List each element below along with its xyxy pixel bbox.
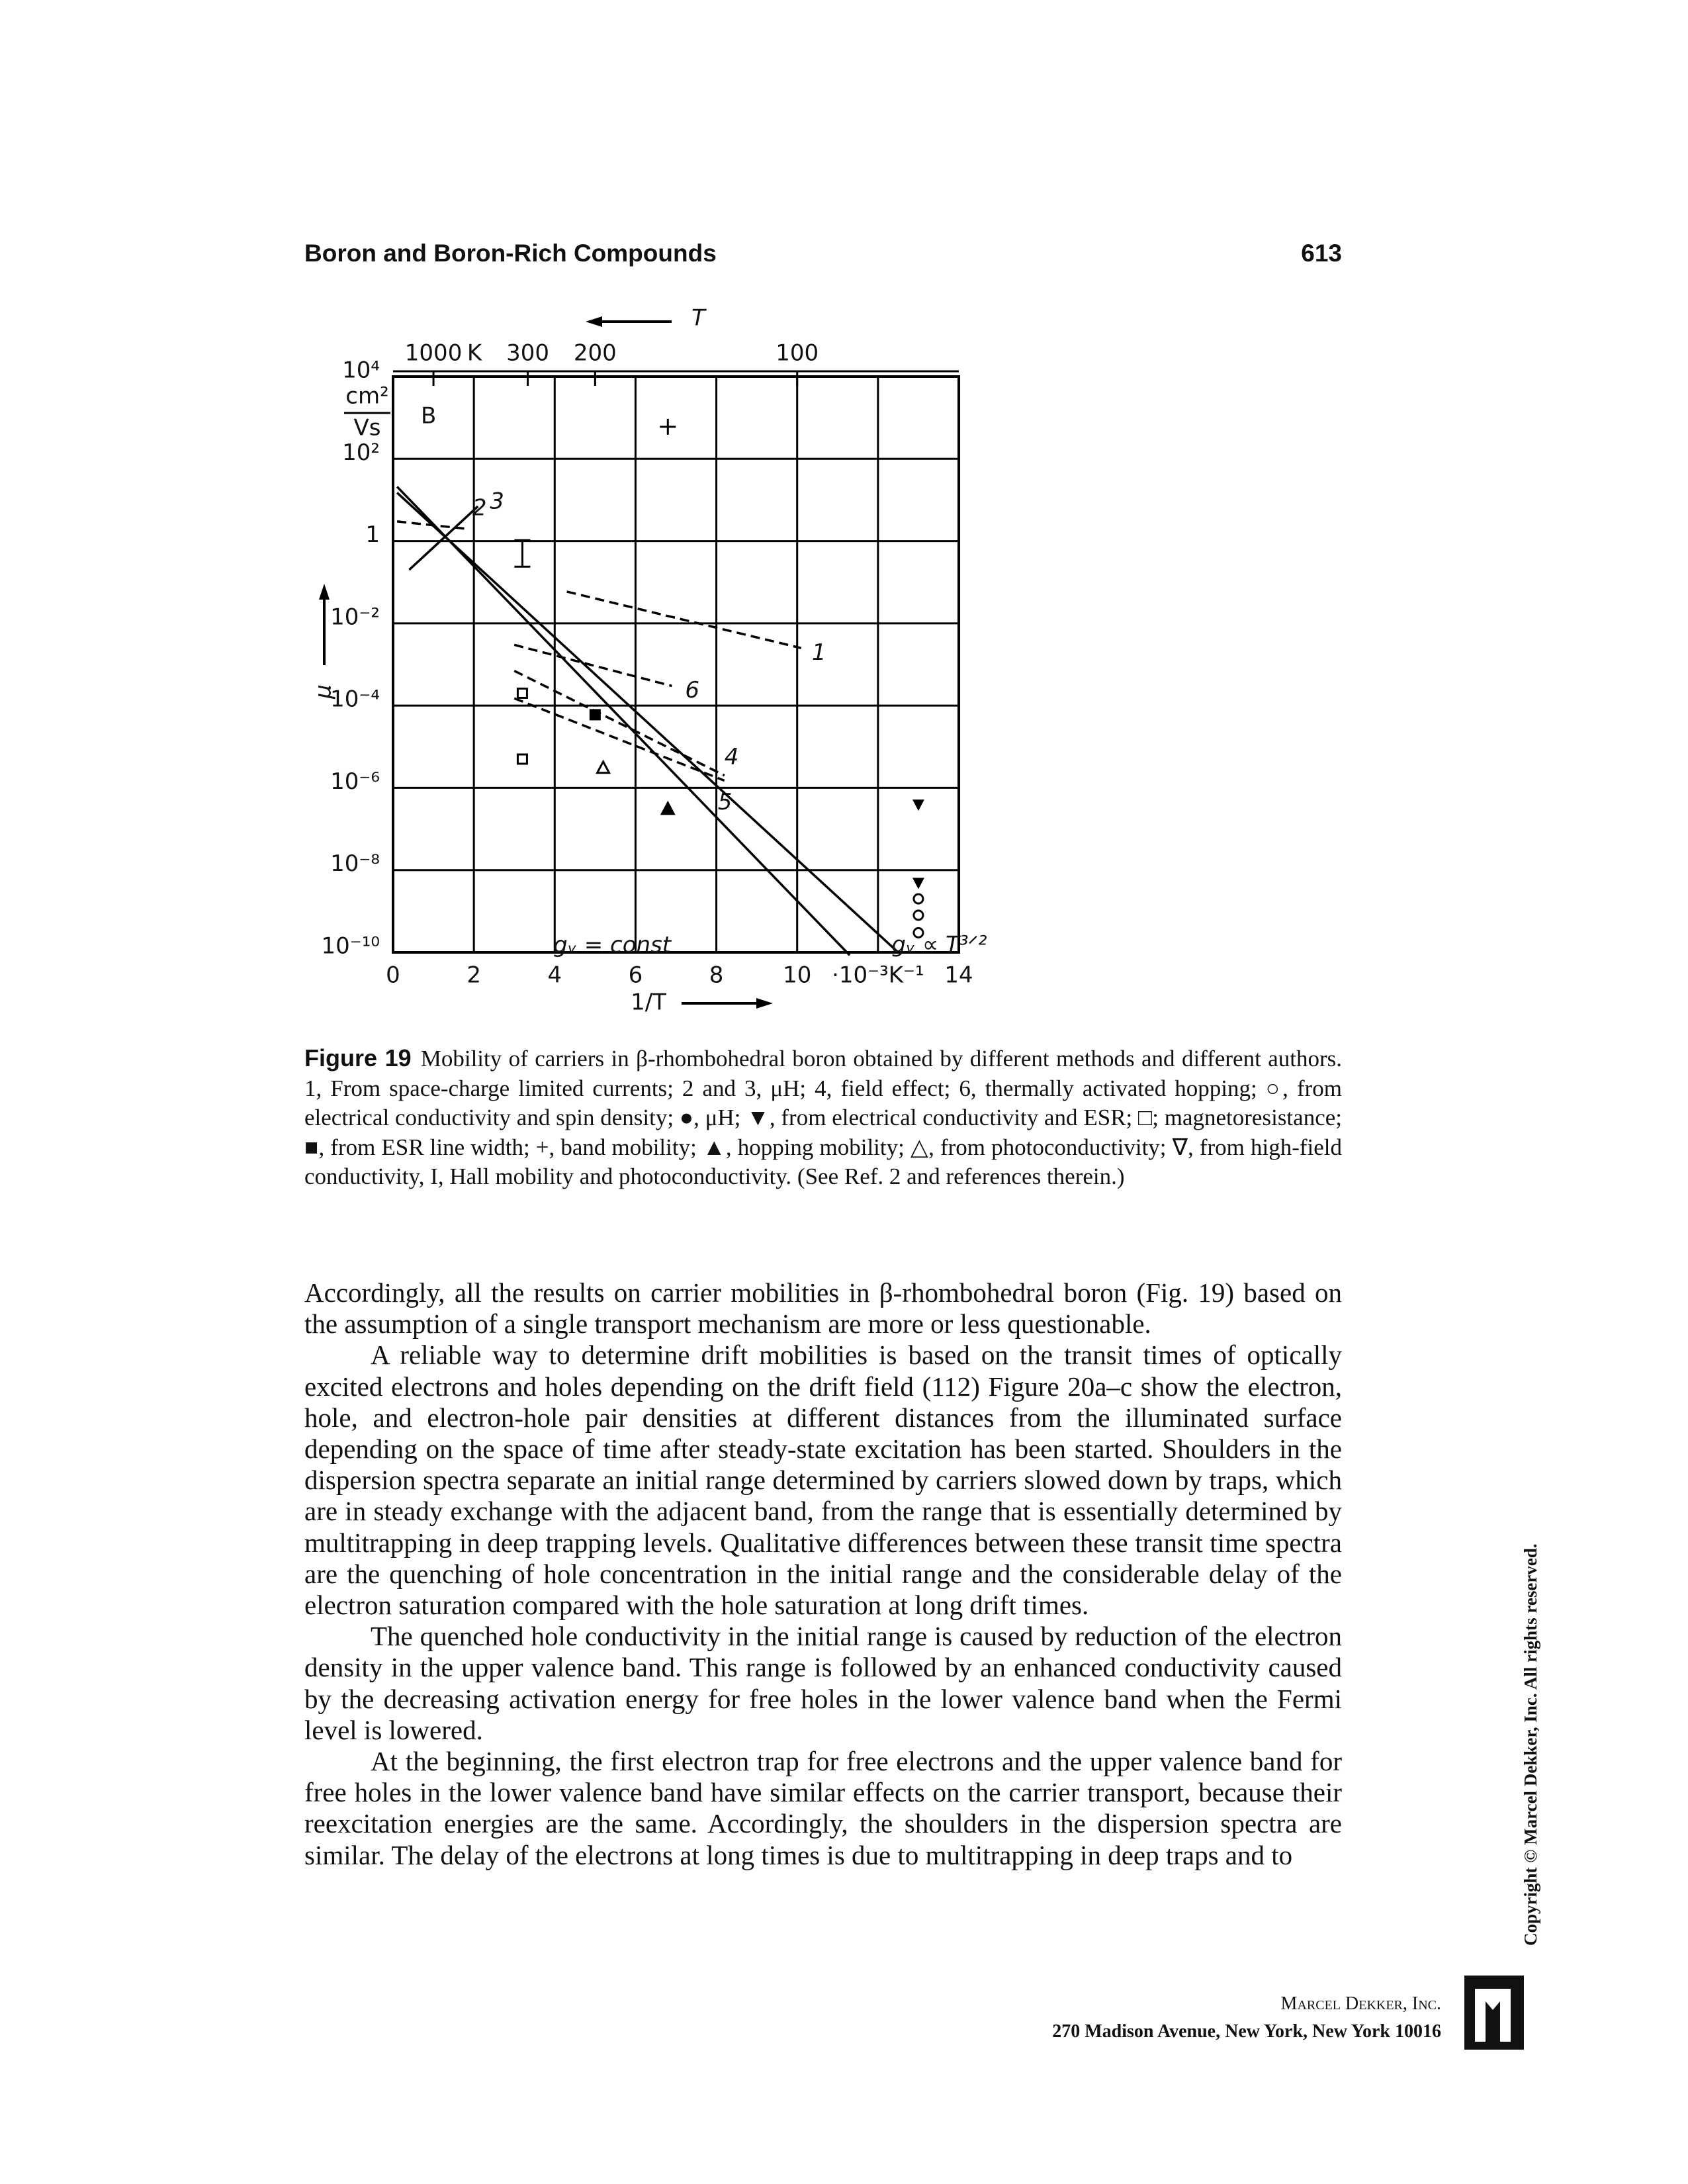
- arrow-head: [756, 998, 773, 1009]
- data-line: [513, 697, 725, 782]
- y-tick-label: 1: [365, 522, 380, 548]
- top-tick-label: 100: [776, 340, 819, 367]
- marker: [912, 909, 924, 921]
- x-tick-label: 8: [709, 962, 724, 989]
- marker: [660, 418, 676, 435]
- marker: [514, 539, 531, 568]
- data-line: [513, 670, 725, 777]
- marker: [660, 800, 676, 815]
- top-axis-label: T: [691, 305, 707, 332]
- line-label: 6: [685, 677, 699, 704]
- x-tick-label: 10: [783, 962, 811, 989]
- copyright-notice: Copyright © Marcel Dekker, Inc. All righ…: [1521, 1543, 1540, 1946]
- running-title: Boron and Boron-Rich Compounds: [304, 240, 717, 267]
- y-tick-label: 10⁻⁴: [330, 686, 380, 713]
- paragraph: At the beginning, the first electron tra…: [304, 1746, 1342, 1870]
- x-tick-label: 4: [547, 962, 562, 989]
- marker: [596, 759, 611, 774]
- arrow-head: [319, 584, 330, 600]
- publisher: Marcel Dekker, Inc.: [1280, 1993, 1441, 2014]
- line-label: gᵥ ∝ T³ᐟ²: [891, 932, 987, 958]
- top-tick-label: 300: [506, 340, 549, 367]
- y-tick-label: 10⁻⁶: [330, 768, 380, 795]
- x-tick-label: ·10⁻³K⁻¹: [832, 962, 924, 989]
- y-tick-label: 10⁻⁸: [330, 850, 380, 877]
- figure-chart: 0 2 4 6 8 10·10⁻³K⁻¹ 1410⁴10²110⁻²10⁻⁴10⁻⁶10⁻⁸…: [310, 305, 987, 1016]
- y-tick-label: 10⁻¹⁰: [322, 933, 380, 960]
- x-tick-label: 6: [629, 962, 643, 989]
- figure-caption: Figure 19 Mobility of carriers in β-rhomb…: [304, 1044, 1342, 1192]
- marker: [516, 753, 528, 765]
- plot-frame: [392, 375, 960, 954]
- line-label: 3: [490, 488, 504, 515]
- y-tick-label: 10⁴: [342, 357, 380, 384]
- x-axis-label: 1/T: [631, 989, 666, 1016]
- y-tick-label: 10²: [342, 439, 380, 466]
- data-line: [396, 486, 851, 956]
- marker: [589, 709, 601, 721]
- marker: [912, 893, 924, 905]
- paragraph: The quenched hole conductivity in the in…: [304, 1621, 1342, 1745]
- marker: [912, 927, 924, 938]
- top-axis-unit: K: [467, 340, 483, 367]
- logo-block: [1464, 1976, 1524, 2050]
- y-unit: cm²: [345, 383, 388, 410]
- caption-text: Mobility of carriers in β-rhombohedral b…: [304, 1046, 1342, 1189]
- publisher-logo: [1464, 1976, 1524, 2050]
- y-tick-label: 10⁻²: [330, 604, 380, 630]
- data-line: [408, 505, 479, 571]
- x-tick-label: 2: [466, 962, 481, 989]
- line-label: 1: [812, 639, 826, 666]
- marker: [516, 687, 528, 699]
- x-tick-label: 0: [386, 962, 400, 989]
- logo-stroke: [1475, 1989, 1486, 2042]
- page-number: 613: [1301, 240, 1342, 267]
- caption-label: Figure 19: [304, 1044, 412, 1071]
- marker: [912, 799, 924, 811]
- paragraph: Accordingly, all the results on carrier …: [304, 1277, 1342, 1340]
- arrow-head: [586, 316, 602, 327]
- y-axis-label: μ: [310, 684, 337, 700]
- data-line: [396, 492, 899, 954]
- panel-label: B: [421, 403, 436, 430]
- x-tick-label: 14: [944, 962, 973, 989]
- logo-stroke: [1500, 1989, 1511, 2042]
- top-tick-label: 1000: [405, 340, 463, 367]
- publisher-address: 270 Madison Avenue, New York, New York 1…: [1052, 2021, 1441, 2042]
- paragraph: A reliable way to determine drift mobili…: [304, 1340, 1342, 1621]
- line-label: gᵥ = const: [553, 932, 672, 958]
- y-unit: Vs: [354, 415, 381, 441]
- line-label: 4: [725, 744, 739, 770]
- body-text: Accordingly, all the results on carrier …: [304, 1277, 1342, 1871]
- logo-stroke: [1475, 1989, 1511, 2010]
- marker: [912, 878, 924, 889]
- line-label: 2: [472, 494, 487, 521]
- top-tick-label: 200: [574, 340, 617, 367]
- data-line: [513, 643, 672, 688]
- data-line: [566, 590, 802, 649]
